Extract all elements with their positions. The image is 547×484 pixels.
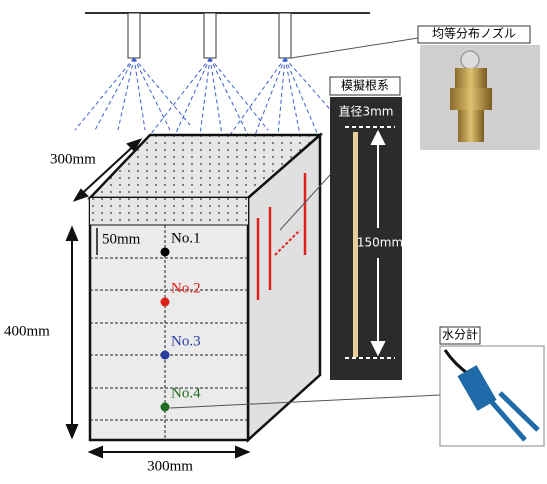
width-label: 300mm xyxy=(147,458,193,474)
sensor-name: No.4 xyxy=(171,385,201,401)
depth-label: 300mm xyxy=(50,151,96,167)
height-label: 400mm xyxy=(4,323,50,339)
root-diameter: 直径3mm xyxy=(338,105,393,119)
nozzle-rig xyxy=(85,13,370,58)
leader xyxy=(291,38,418,58)
sensor-name: No.2 xyxy=(171,280,201,296)
nozzle-photo xyxy=(420,45,540,150)
sensor-point xyxy=(161,351,170,360)
root-label: 模擬根系 xyxy=(341,78,389,93)
sensor-label: 水分計 xyxy=(442,327,478,342)
soil-box xyxy=(90,135,320,440)
diagram: 300mm 400mm 300mm 50mm No.1No.2No.3No.4 … xyxy=(0,0,547,479)
sensor-point xyxy=(161,298,170,307)
root-length: 150mm xyxy=(357,236,403,250)
sensor-name: No.3 xyxy=(171,333,201,349)
sensor-point xyxy=(161,248,170,257)
spray xyxy=(75,58,335,135)
sensor-photo xyxy=(440,346,544,446)
sensor-point xyxy=(161,403,170,412)
spacing-label: 50mm xyxy=(102,231,141,247)
nozzle-label: 均等分布ノズル xyxy=(432,26,516,41)
sensor-name: No.1 xyxy=(171,230,201,246)
